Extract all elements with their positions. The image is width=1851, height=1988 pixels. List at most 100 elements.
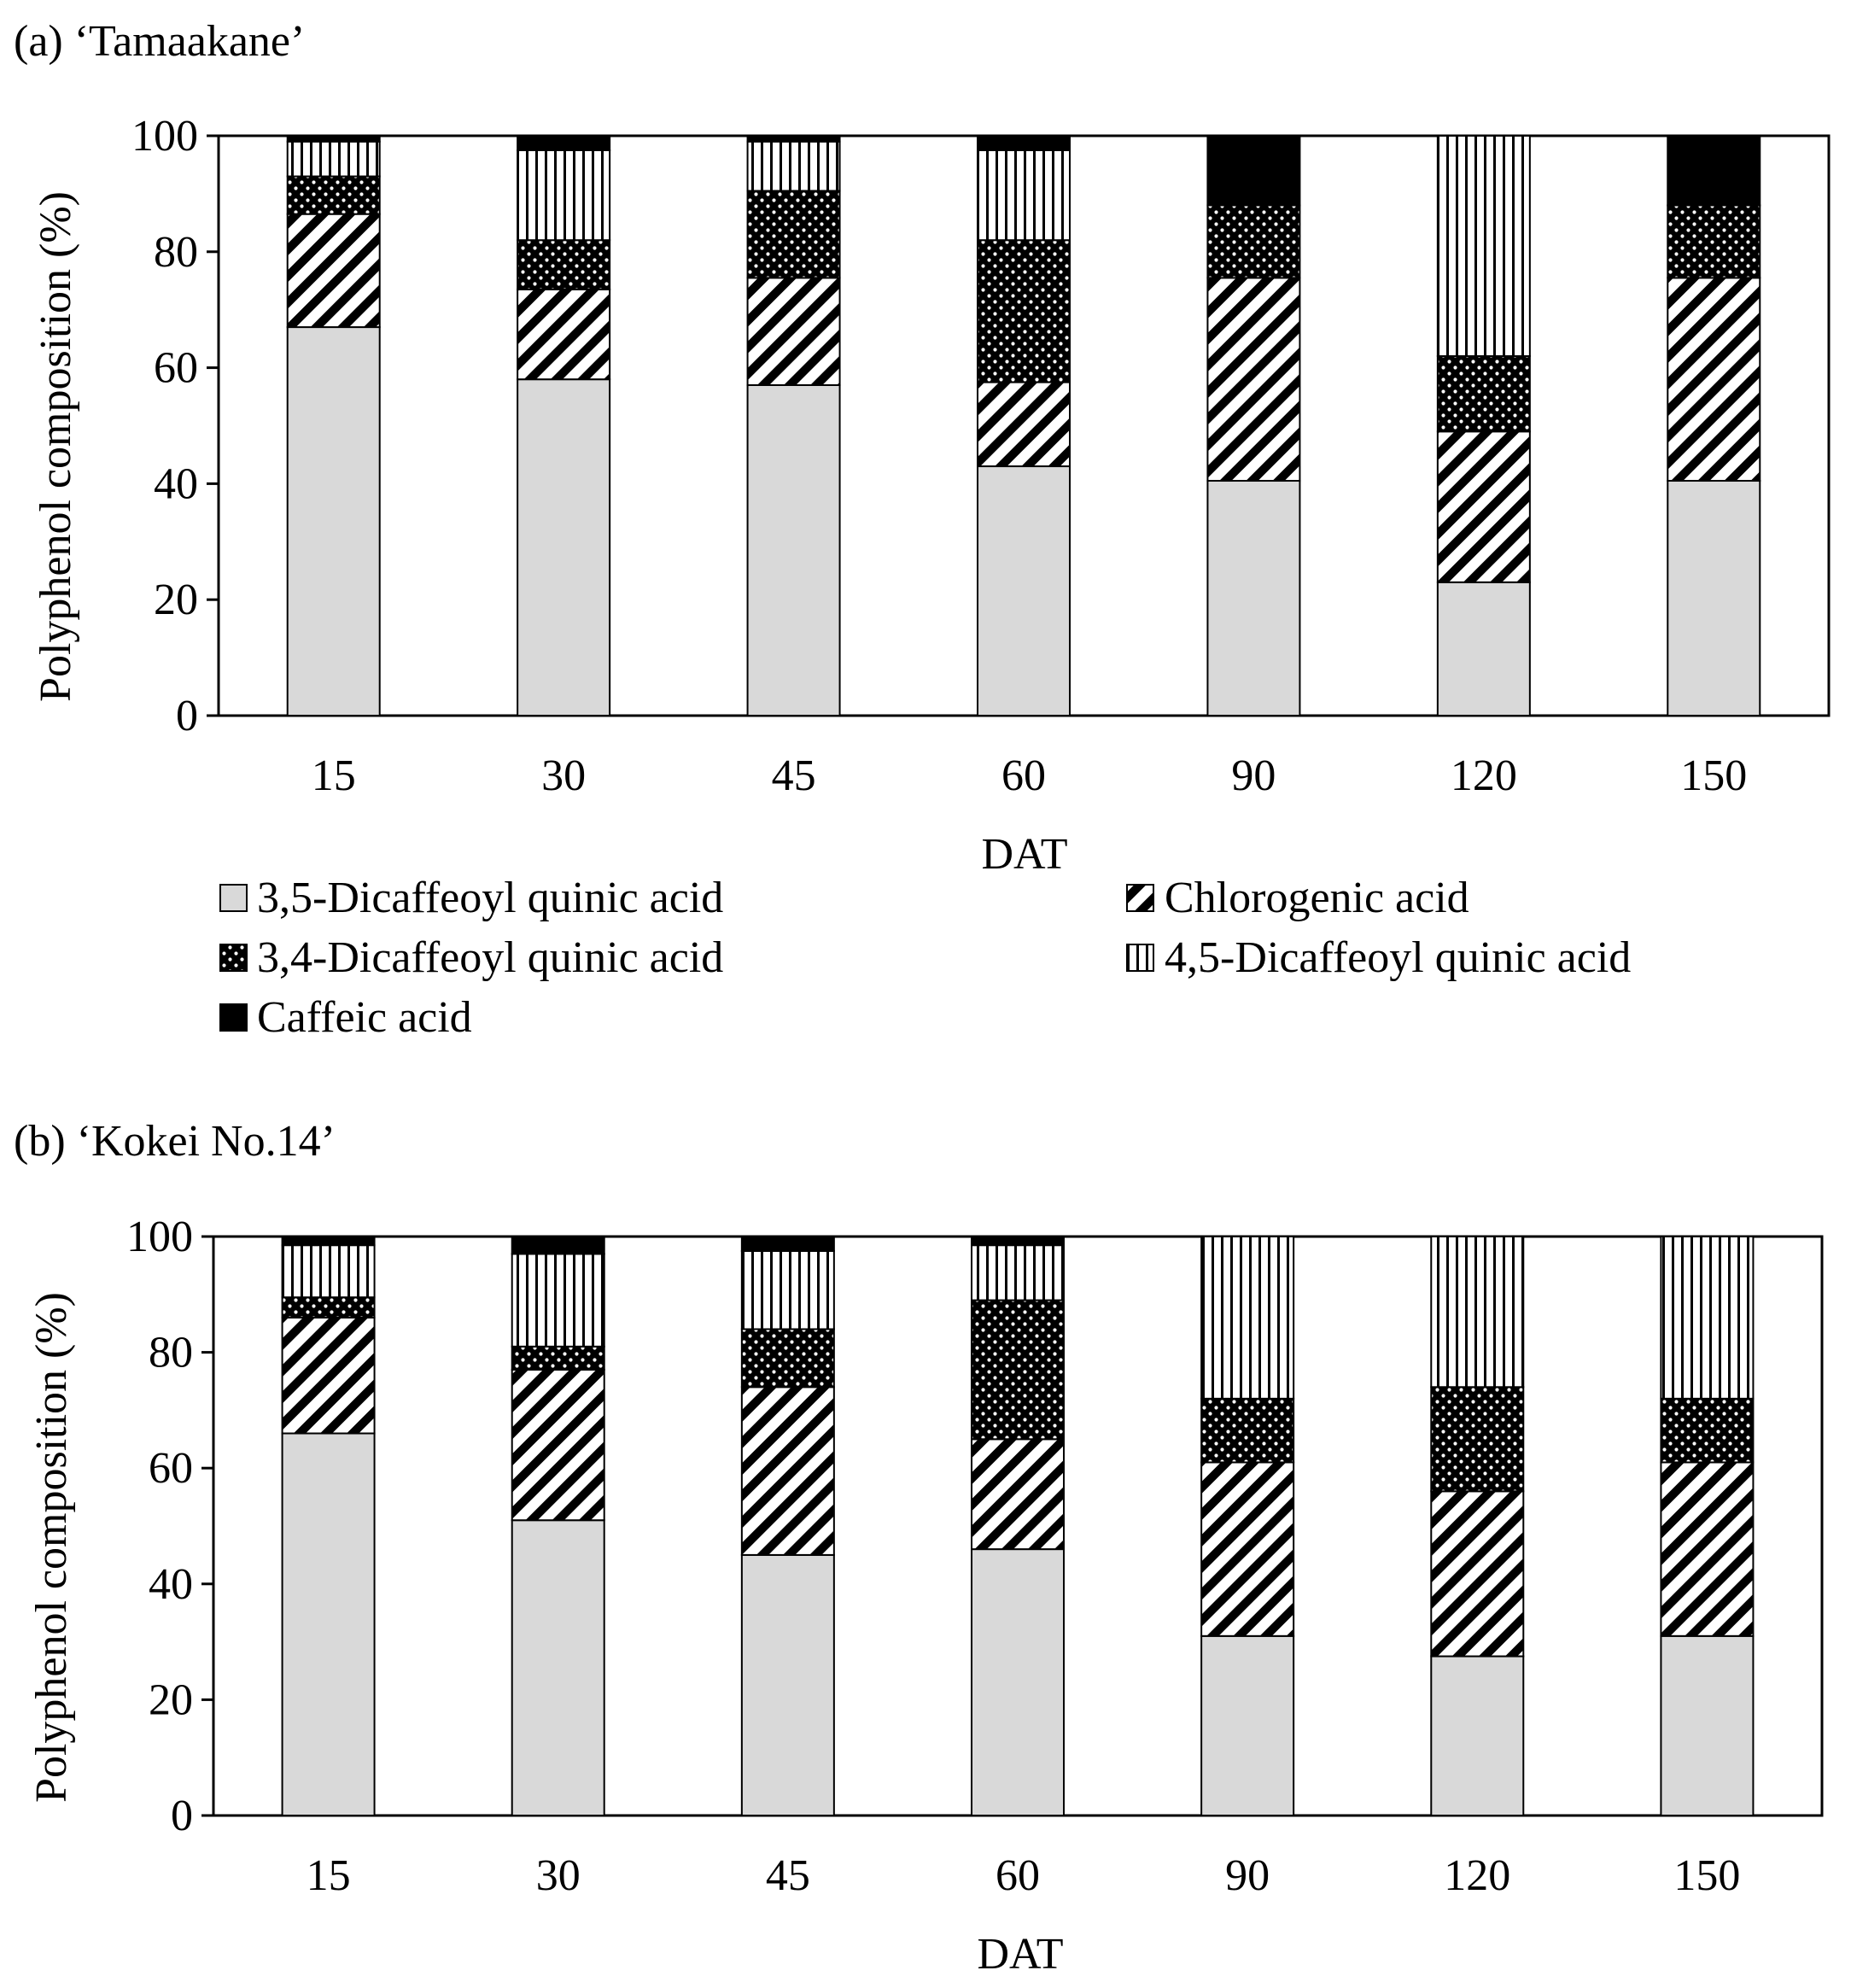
- panel-a-ytick-label: 60: [154, 344, 198, 393]
- panel-b-bar-caffeic-30: [511, 1236, 605, 1255]
- panel-b-bar-chlorogenic-45: [740, 1386, 835, 1556]
- panel-b-xtick-label: 150: [1673, 1851, 1740, 1900]
- panel-b-ytick-label: 0: [171, 1792, 193, 1840]
- panel-a-bar-chlorogenic-120: [1436, 430, 1531, 583]
- panel-b-bar-chlorogenic-90: [1200, 1461, 1295, 1637]
- panel-b-title: (b) ‘Kokei No.14’: [14, 1117, 336, 1166]
- legend-swatch-chlorogenic: [1126, 884, 1154, 912]
- panel-b-bar-chlorogenic-60: [971, 1438, 1065, 1551]
- panel-b-bar-dicq45-90: [1200, 1236, 1295, 1400]
- panel-b-xtick-label: 120: [1444, 1851, 1510, 1900]
- panel-a-xtick-label: 15: [312, 751, 356, 800]
- panel-a-xtick-label: 90: [1231, 751, 1276, 800]
- panel-b-bar-dicq34-120: [1430, 1386, 1525, 1493]
- legend-swatch-dicq35: [219, 884, 248, 912]
- panel-a-ytick-label: 20: [154, 576, 198, 624]
- panel-a-xtick-label: 30: [541, 751, 586, 800]
- panel-b-ytick-label: 100: [126, 1213, 193, 1261]
- panel-a-ytick-label: 100: [131, 112, 198, 161]
- panel-b-xtick-label: 30: [536, 1851, 581, 1900]
- panel-b-bar-caffeic-15: [281, 1236, 376, 1247]
- legend-label-dicq45: 4,5-Dicaffeoyl quinic acid: [1165, 933, 1631, 982]
- panel-b-bar-dicq34-90: [1200, 1397, 1295, 1464]
- panel-b-bar-dicq45-45: [740, 1249, 835, 1330]
- panel-a-bar-dicq35-30: [517, 378, 611, 716]
- panel-a-bar-dicq34-60: [977, 239, 1071, 383]
- panel-a-bar-dicq45-30: [517, 149, 611, 242]
- panel-a-bar-chlorogenic-90: [1206, 277, 1301, 482]
- legend: 3,5-Dicaffeoyl quinic acid Chlorogenic a…: [219, 874, 1631, 1042]
- legend-item-chlorogenic: Chlorogenic acid: [1126, 874, 1469, 922]
- panel-a-bar-dicq45-45: [746, 140, 841, 192]
- panel-a-xtick-label: 120: [1451, 751, 1517, 800]
- panel-b-bar-dicq45-15: [281, 1244, 376, 1299]
- legend-swatch-dicq45: [1126, 944, 1154, 972]
- panel-a-ytick-label: 40: [154, 459, 198, 508]
- panel-a-bar-dicq35-45: [746, 383, 841, 716]
- panel-b-plot: 0 20 40 60 80 100 15 30 45 60 90 120 150: [126, 1213, 1824, 1900]
- panel-a-xtick-label: 60: [1001, 751, 1046, 800]
- panel-b-xtick-label: 60: [996, 1851, 1040, 1900]
- panel-b-ytick-label: 20: [149, 1675, 193, 1724]
- legend-label-dicq34: 3,4-Dicaffeoyl quinic acid: [257, 933, 723, 982]
- legend-label-dicq35: 3,5-Dicaffeoyl quinic acid: [257, 874, 723, 922]
- panel-b-bar-dicq45-60: [971, 1244, 1065, 1301]
- panel-b-bar-dicq34-60: [971, 1299, 1065, 1441]
- panel-b-ytick-label: 60: [149, 1444, 193, 1493]
- panel-a-bar-caffeic-15: [286, 135, 381, 143]
- panel-a-ylabel: Polyphenol composition (%): [32, 191, 80, 702]
- panel-a-bar-dicq45-120: [1436, 135, 1531, 358]
- legend-swatch-caffeic: [219, 1003, 248, 1032]
- panel-b-bar-dicq35-30: [511, 1519, 605, 1816]
- panel-b-xtick-label: 90: [1225, 1851, 1270, 1900]
- panel-b-bar-caffeic-60: [971, 1236, 1065, 1247]
- panel-a-bar-dicq35-60: [977, 465, 1071, 717]
- panel-b-bar-dicq35-120: [1430, 1655, 1525, 1817]
- panel-b: (b) ‘Kokei No.14’ 0 20 40 60 80 100 15 30 45 60 90…: [14, 1117, 1824, 1979]
- panel-a-bar-dicq35-120: [1436, 581, 1531, 717]
- panel-b-bar-chlorogenic-120: [1430, 1490, 1525, 1658]
- panel-a-bar-chlorogenic-150: [1667, 277, 1761, 482]
- panel-a-ytick-label: 0: [176, 692, 198, 740]
- panel-a-bar-dicq34-30: [517, 239, 611, 290]
- panel-a-plot: 0 20 40 60 80 100 15 30 45 60 90 120 150: [131, 112, 1831, 800]
- legend-item-dicq35: 3,5-Dicaffeoyl quinic acid: [219, 874, 723, 922]
- panel-b-xtick-label: 45: [766, 1851, 810, 1900]
- panel-b-bar-dicq34-150: [1660, 1397, 1755, 1464]
- panel-b-bar-dicq34-15: [281, 1296, 376, 1319]
- panel-a-bar-dicq35-150: [1667, 480, 1761, 716]
- panel-a-bar-chlorogenic-60: [977, 381, 1071, 468]
- panel-b-bar-dicq35-90: [1200, 1634, 1295, 1816]
- panel-b-bar-caffeic-45: [740, 1236, 835, 1252]
- panel-a-title: (a) ‘Tamaakane’: [14, 17, 305, 66]
- panel-a-bar-dicq45-15: [286, 140, 381, 178]
- legend-item-caffeic: Caffeic acid: [219, 993, 472, 1042]
- legend-label-chlorogenic: Chlorogenic acid: [1165, 874, 1469, 922]
- panel-a-bar-chlorogenic-30: [517, 288, 611, 381]
- panel-a-bar-caffeic-150: [1667, 135, 1761, 207]
- panel-b-bar-dicq45-120: [1430, 1236, 1525, 1389]
- panel-b-ytick-label: 80: [149, 1329, 193, 1377]
- panel-a-bar-dicq35-90: [1206, 480, 1301, 716]
- panel-b-bar-chlorogenic-15: [281, 1316, 376, 1435]
- panel-b-ylabel: Polyphenol composition (%): [27, 1292, 76, 1803]
- panel-b-bar-dicq35-60: [971, 1548, 1065, 1816]
- panel-a-bar-chlorogenic-15: [286, 213, 381, 329]
- panel-a-xtick-label: 150: [1680, 751, 1747, 800]
- legend-swatch-dicq34: [219, 944, 248, 972]
- panel-a-bar-dicq34-150: [1667, 204, 1761, 279]
- panel-a: (a) ‘Tamaakane’ 0 20 40 60 80 100 15 30 45 60 90 12…: [14, 17, 1831, 879]
- panel-a-bar-chlorogenic-45: [746, 277, 841, 386]
- panel-b-bar-dicq45-30: [511, 1253, 605, 1348]
- panel-a-bar-dicq34-15: [286, 175, 381, 215]
- panel-a-bar-caffeic-45: [746, 135, 841, 143]
- panel-b-bar-dicq35-15: [281, 1432, 376, 1817]
- panel-b-bar-chlorogenic-30: [511, 1368, 605, 1522]
- panel-b-bar-dicq35-150: [1660, 1634, 1755, 1816]
- legend-label-caffeic: Caffeic acid: [257, 993, 472, 1042]
- panel-a-bar-dicq45-60: [977, 149, 1071, 242]
- legend-item-dicq34: 3,4-Dicaffeoyl quinic acid: [219, 933, 723, 982]
- panel-b-ytick-label: 40: [149, 1560, 193, 1609]
- panel-a-bar-caffeic-60: [977, 135, 1071, 151]
- panel-b-bar-dicq35-45: [740, 1553, 835, 1817]
